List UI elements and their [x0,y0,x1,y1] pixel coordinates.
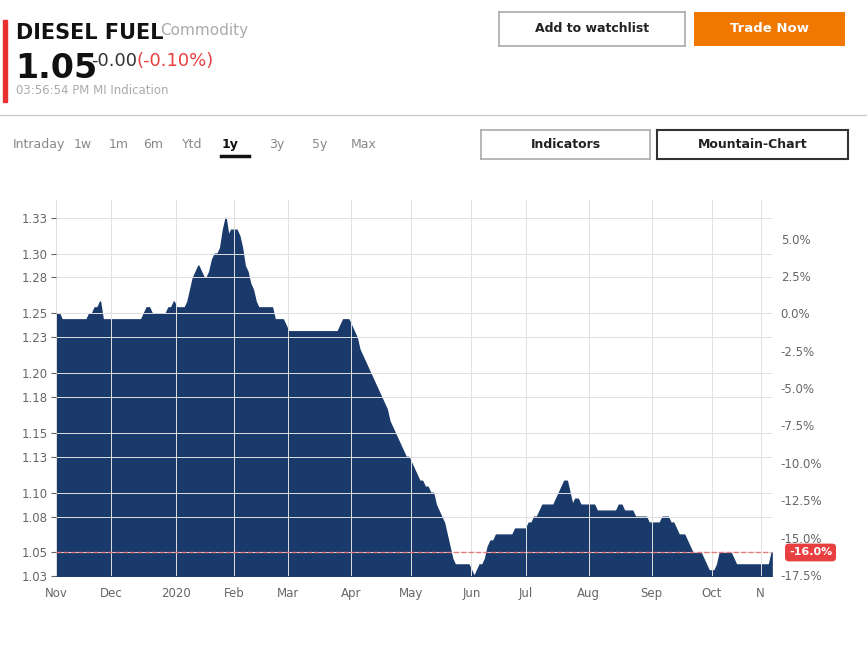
Text: 1y: 1y [221,138,238,151]
Text: 1w: 1w [74,138,92,151]
Text: -0.00: -0.00 [91,52,137,70]
Text: Commodity: Commodity [160,23,249,38]
Text: -16.0%: -16.0% [789,548,832,557]
Text: 03:56:54 PM MI Indication: 03:56:54 PM MI Indication [16,84,168,97]
Text: 1.05: 1.05 [16,52,98,85]
Text: Trade Now: Trade Now [730,22,809,35]
Text: 5y: 5y [312,138,328,151]
Text: 6m: 6m [143,138,163,151]
Text: Add to watchlist: Add to watchlist [535,22,649,35]
Text: (-0.10%): (-0.10%) [137,52,214,70]
FancyBboxPatch shape [681,9,857,48]
Text: DIESEL FUEL: DIESEL FUEL [16,23,163,43]
Text: Mountain-Chart: Mountain-Chart [698,138,807,151]
Text: Indicators: Indicators [531,138,601,151]
Text: Ytd: Ytd [182,138,203,151]
Text: 3y: 3y [269,138,284,151]
Text: Max: Max [351,138,377,151]
Text: Intraday: Intraday [13,138,65,151]
Text: 1m: 1m [108,138,128,151]
